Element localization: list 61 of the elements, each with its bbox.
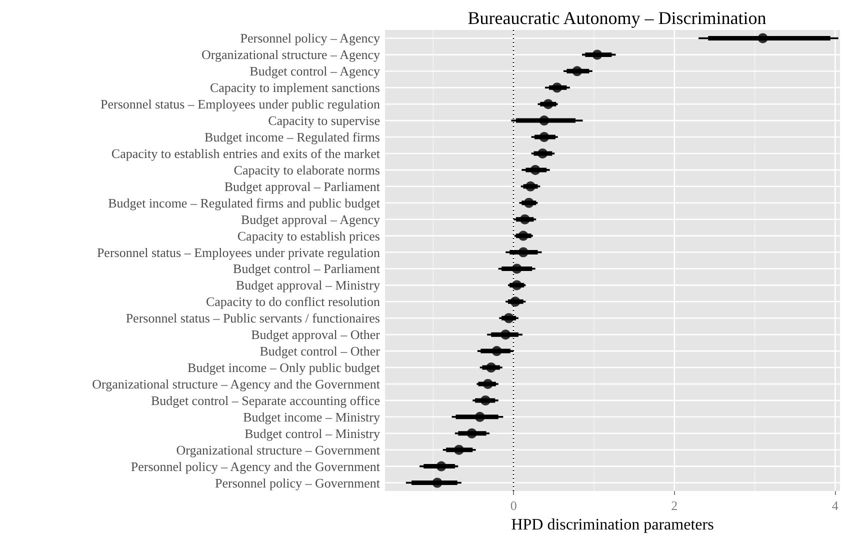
y-tick-label: Organizational structure – Agency xyxy=(202,47,380,62)
y-tick-label: Personnel policy – Government xyxy=(215,475,380,490)
y-tick-label: Budget approval – Parliament xyxy=(224,178,380,194)
point xyxy=(512,264,522,274)
y-tick-label: Personnel status – Public servants / functionaires xyxy=(126,310,380,326)
point xyxy=(512,280,522,290)
y-tick-label: Personnel policy – Agency and the Government xyxy=(130,458,380,474)
y-tick-label: Personnel status – Employees under public regulation xyxy=(100,96,380,112)
x-tick-label: 0 xyxy=(510,498,517,513)
point xyxy=(543,99,554,110)
point xyxy=(538,148,548,158)
point xyxy=(454,444,464,455)
point xyxy=(432,478,442,488)
y-tick-label: Budget income – Regulated firms and public budget xyxy=(108,195,380,210)
y-tick-label: Budget control – Separate accounting office xyxy=(151,392,380,408)
y-tick-label: Organizational structure – Government xyxy=(176,442,380,458)
y-tick-label: Capacity to do conflict resolution xyxy=(206,294,380,310)
y-tick-label: Budget control – Parliament xyxy=(233,261,380,276)
point xyxy=(486,362,496,373)
point xyxy=(758,33,768,44)
y-tick-label: Organizational structure – Agency and the Government xyxy=(92,376,380,392)
point xyxy=(466,428,477,438)
point xyxy=(530,164,540,175)
y-tick-label: Capacity to establish entries and exits of the market xyxy=(111,146,380,161)
point xyxy=(539,116,550,126)
y-tick-label: Budget approval – Ministry xyxy=(236,278,380,293)
point xyxy=(520,214,530,224)
chart-title: Bureaucratic Autonomy – Discrimination xyxy=(468,8,766,28)
point xyxy=(436,461,446,472)
point xyxy=(480,395,490,406)
y-tick-label: Budget income – Ministry xyxy=(243,409,380,424)
point xyxy=(510,296,520,307)
point xyxy=(504,313,514,324)
point xyxy=(518,247,528,258)
point xyxy=(526,181,536,192)
point xyxy=(524,198,534,208)
y-tick-label: Personnel policy – Agency xyxy=(240,30,380,46)
y-tick-label: Budget control – Other xyxy=(260,344,381,359)
y-tick-label: Capacity to elaborate norms xyxy=(234,162,380,178)
x-tick-label: 4 xyxy=(832,498,839,513)
y-tick-label: Budget approval – Other xyxy=(251,327,381,342)
y-tick-label: Capacity to supervise xyxy=(268,113,380,128)
y-tick-label: Budget control – Ministry xyxy=(244,426,380,441)
point xyxy=(518,230,528,241)
point xyxy=(474,412,485,422)
x-tick-label: 2 xyxy=(671,498,678,513)
y-tick-label: Budget control – Agency xyxy=(250,64,380,79)
point xyxy=(552,82,562,93)
y-tick-label: Personnel status – Employees under private regulation xyxy=(96,244,380,260)
x-axis-title: HPD discrimination parameters xyxy=(511,516,714,534)
y-tick-label: Capacity to implement sanctions xyxy=(210,80,380,96)
point xyxy=(492,346,502,356)
point xyxy=(500,330,511,340)
y-tick-label: Budget approval – Agency xyxy=(241,212,380,227)
point xyxy=(482,378,493,389)
point xyxy=(539,132,550,142)
point xyxy=(572,66,582,76)
point xyxy=(592,50,602,60)
y-tick-label: Budget income – Only public budget xyxy=(188,360,380,376)
y-tick-label: Budget income – Regulated firms xyxy=(204,130,380,145)
y-tick-label: Capacity to establish prices xyxy=(237,228,380,244)
